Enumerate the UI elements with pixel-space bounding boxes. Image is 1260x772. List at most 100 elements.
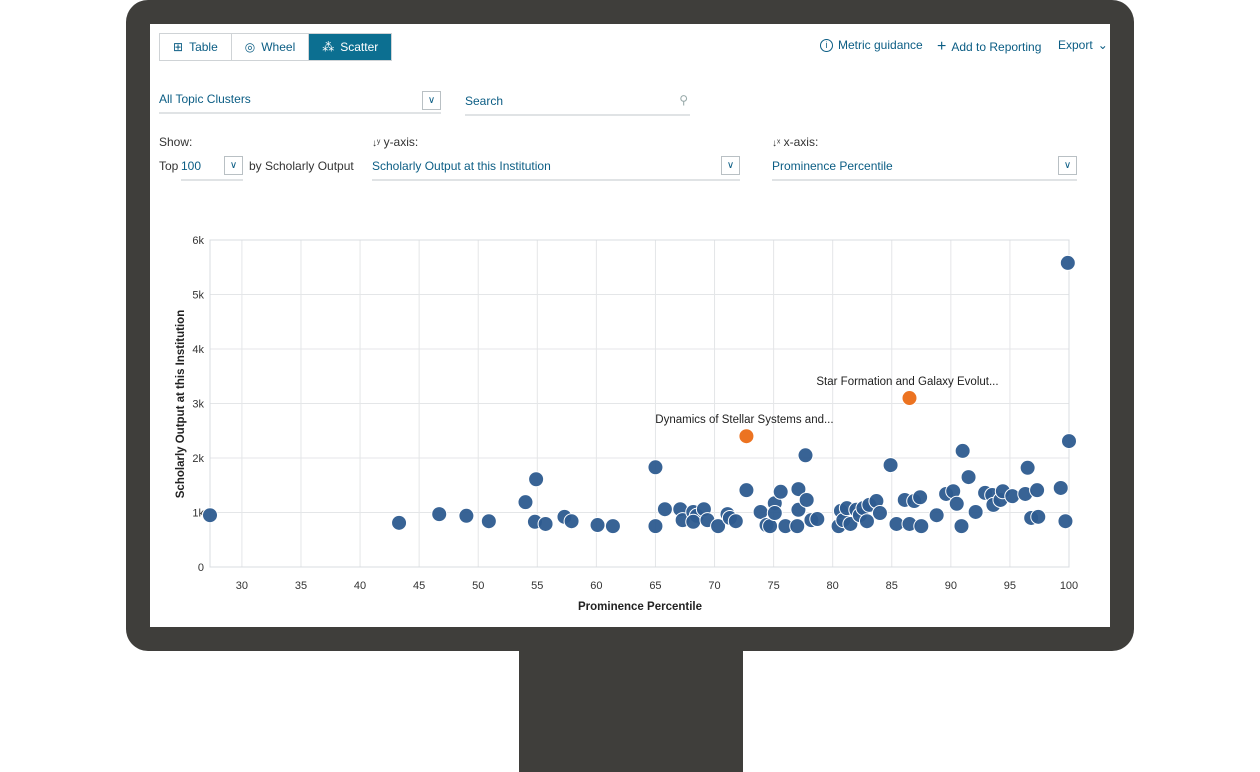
scatter-point[interactable] bbox=[656, 501, 673, 518]
topic-cluster-select[interactable]: All Topic Clusters ∨ bbox=[159, 91, 441, 114]
chevron-down-icon: ∨ bbox=[224, 156, 243, 175]
scatter-point[interactable] bbox=[589, 517, 606, 534]
scatter-point[interactable] bbox=[604, 518, 621, 535]
x-tick-label: 40 bbox=[354, 580, 366, 592]
x-tick-label: 75 bbox=[767, 580, 779, 592]
scatter-point[interactable] bbox=[1019, 459, 1036, 476]
app-screen: ⊞ Table ◎ Wheel ⁂ Scatter i Metric guidance … bbox=[150, 24, 1110, 627]
x-tick-label: 65 bbox=[649, 580, 661, 592]
scatter-point[interactable] bbox=[798, 491, 815, 508]
scatter-point[interactable] bbox=[954, 442, 971, 459]
wheel-icon: ◎ bbox=[244, 40, 256, 54]
tab-table[interactable]: ⊞ Table bbox=[160, 34, 232, 60]
scatter-point[interactable] bbox=[480, 513, 497, 530]
add-to-reporting-link[interactable]: + Add to Reporting bbox=[937, 38, 1042, 55]
highlighted-point[interactable] bbox=[738, 428, 755, 445]
scatter-point[interactable] bbox=[738, 482, 755, 499]
scatter-point[interactable] bbox=[1052, 479, 1069, 496]
search-icon: ⚲ bbox=[679, 93, 688, 107]
x-tick-label: 95 bbox=[1004, 580, 1016, 592]
scatter-point[interactable] bbox=[202, 507, 218, 524]
y-axis-label: ↓ʸ y-axis: bbox=[372, 135, 419, 149]
scatter-point[interactable] bbox=[1030, 508, 1047, 525]
tab-scatter[interactable]: ⁂ Scatter bbox=[309, 34, 392, 60]
tab-wheel[interactable]: ◎ Wheel bbox=[232, 34, 310, 60]
scatter-point[interactable] bbox=[967, 503, 984, 520]
scatter-point[interactable] bbox=[1029, 482, 1046, 499]
scatter-point[interactable] bbox=[563, 513, 580, 530]
scatter-point[interactable] bbox=[960, 469, 977, 486]
x-tick-label: 60 bbox=[590, 580, 602, 592]
export-menu[interactable]: Export ⌄ bbox=[1058, 38, 1108, 52]
x-tick-label: 35 bbox=[295, 580, 307, 592]
x-axis-select[interactable]: Prominence Percentile ∨ bbox=[772, 156, 1077, 181]
x-tick-label: 90 bbox=[945, 580, 957, 592]
scatter-point[interactable] bbox=[882, 457, 899, 474]
scatter-point[interactable] bbox=[772, 483, 789, 500]
view-switcher: ⊞ Table ◎ Wheel ⁂ Scatter bbox=[159, 33, 393, 61]
chevron-down-icon: ∨ bbox=[721, 156, 740, 175]
scatter-point[interactable] bbox=[517, 494, 534, 511]
chevron-down-icon: ∨ bbox=[1058, 156, 1077, 175]
y-tick-label: 2k bbox=[192, 453, 204, 465]
x-tick-label: 45 bbox=[413, 580, 425, 592]
scatter-point[interactable] bbox=[1057, 513, 1074, 530]
sort-icon: ↓ʸ bbox=[372, 138, 381, 149]
scatter-point[interactable] bbox=[871, 505, 888, 522]
scatter-point[interactable] bbox=[928, 507, 945, 524]
scatter-point[interactable] bbox=[727, 513, 744, 530]
scatter-point[interactable] bbox=[948, 495, 965, 512]
x-tick-label: 55 bbox=[531, 580, 543, 592]
x-axis-title: Prominence Percentile bbox=[578, 601, 702, 613]
plot-frame bbox=[209, 239, 1070, 568]
scatter-icon: ⁂ bbox=[322, 40, 335, 54]
info-icon: i bbox=[820, 38, 833, 52]
metric-guidance-link[interactable]: i Metric guidance bbox=[820, 38, 923, 52]
scatter-point[interactable] bbox=[858, 513, 875, 530]
y-axis-select[interactable]: Scholarly Output at this Institution ∨ bbox=[372, 156, 740, 181]
x-tick-label: 85 bbox=[886, 580, 898, 592]
scatter-point[interactable] bbox=[647, 518, 664, 535]
x-tick-label: 50 bbox=[472, 580, 484, 592]
scatter-point[interactable] bbox=[685, 513, 702, 530]
highlighted-point[interactable] bbox=[901, 390, 918, 407]
scatter-point[interactable] bbox=[710, 518, 727, 535]
chevron-down-icon: ∨ bbox=[422, 91, 441, 110]
scatter-point[interactable] bbox=[766, 505, 783, 522]
grid-icon: ⊞ bbox=[173, 40, 184, 54]
scatter-point[interactable] bbox=[789, 518, 806, 535]
scatter-point[interactable] bbox=[912, 489, 929, 506]
point-label: Dynamics of Stellar Systems and... bbox=[655, 414, 833, 426]
scatter-point[interactable] bbox=[953, 518, 970, 535]
x-tick-label: 100 bbox=[1060, 580, 1078, 592]
sort-icon: ↓ˣ bbox=[772, 138, 781, 149]
scatter-point[interactable] bbox=[1059, 254, 1076, 271]
scatter-point[interactable] bbox=[797, 447, 814, 464]
scatter-point[interactable] bbox=[790, 481, 807, 498]
scatter-point[interactable] bbox=[431, 506, 448, 523]
scatter-point[interactable] bbox=[809, 511, 826, 528]
scatter-point[interactable] bbox=[1061, 433, 1077, 450]
plus-icon: + bbox=[937, 38, 947, 55]
by-label: by Scholarly Output bbox=[249, 159, 354, 173]
scatter-point[interactable] bbox=[647, 459, 664, 476]
scatter-point[interactable] bbox=[1004, 488, 1021, 505]
y-tick-label: 0 bbox=[198, 562, 204, 574]
top-count-select[interactable]: 100 ∨ bbox=[181, 156, 243, 181]
scatter-point[interactable] bbox=[391, 514, 408, 531]
monitor-stand bbox=[519, 651, 743, 772]
search-input[interactable]: Search ⚲ bbox=[465, 93, 690, 116]
scatter-point[interactable] bbox=[528, 471, 545, 488]
show-label: Show: bbox=[159, 135, 193, 149]
x-tick-label: 80 bbox=[827, 580, 839, 592]
chevron-down-icon: ⌄ bbox=[1097, 38, 1108, 52]
scatter-point[interactable] bbox=[458, 507, 475, 524]
y-tick-label: 5k bbox=[192, 290, 204, 302]
scatter-point[interactable] bbox=[913, 518, 930, 535]
scatter-point[interactable] bbox=[537, 515, 554, 532]
y-tick-label: 6k bbox=[192, 235, 204, 247]
y-tick-label: 4k bbox=[192, 344, 204, 356]
x-tick-label: 70 bbox=[708, 580, 720, 592]
x-tick-label: 30 bbox=[236, 580, 248, 592]
y-tick-label: 3k bbox=[192, 399, 204, 411]
